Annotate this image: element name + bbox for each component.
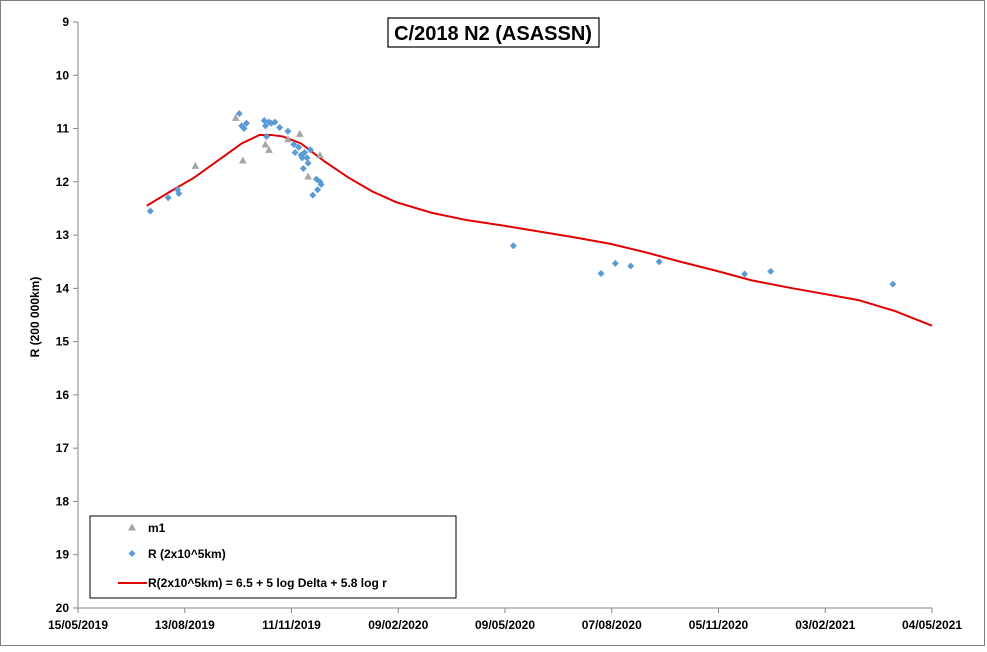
x-tick-label: 05/11/2020 xyxy=(689,618,749,632)
fit-curve-line xyxy=(146,133,933,327)
r-point xyxy=(309,191,317,199)
y-tick-label: 17 xyxy=(56,441,70,455)
x-tick-label: 03/02/2021 xyxy=(795,618,855,632)
x-tick-label: 07/08/2020 xyxy=(582,618,642,632)
r-point xyxy=(509,242,517,250)
r-point xyxy=(295,143,303,151)
legend-r-label: R (2x10^5km) xyxy=(148,547,226,561)
m1-point xyxy=(284,135,292,143)
y-tick-label: 19 xyxy=(56,548,70,562)
y-tick-label: 16 xyxy=(56,388,70,402)
plot-layer: 9 10 11 12 13 14 15 16 17 18 19 20 15/05/2019 13/08/2… xyxy=(48,15,962,632)
y-tick-label: 10 xyxy=(56,68,70,82)
r-point xyxy=(290,141,298,149)
m1-point xyxy=(304,172,312,180)
x-tick-label: 09/05/2020 xyxy=(475,618,535,632)
r-point xyxy=(276,123,284,131)
x-tick-label: 09/02/2020 xyxy=(368,618,428,632)
x-tick-label: 11/11/2019 xyxy=(262,618,321,632)
y-tick-label: 18 xyxy=(56,494,70,508)
legend-fit-label: R(2x10^5km) = 6.5 + 5 log Delta + 5.8 lo… xyxy=(148,576,387,590)
r-point xyxy=(299,165,307,172)
r-point xyxy=(767,267,775,275)
r-point xyxy=(263,133,271,141)
legend-m1-marker-icon xyxy=(128,523,136,531)
y-tick-label: 12 xyxy=(56,175,70,189)
y-tick-label: 11 xyxy=(56,122,69,136)
r-point xyxy=(291,149,299,157)
r-point xyxy=(242,119,250,127)
y-tick-label: 9 xyxy=(62,15,69,29)
y-tick-label: 20 xyxy=(56,601,70,615)
y-axis-title: R (200 000km) xyxy=(28,277,42,358)
chart-title-box: C/2018 N2 (ASASSN) xyxy=(387,17,600,48)
y-tick-label: 13 xyxy=(56,228,70,242)
r-point xyxy=(271,118,279,126)
r-point xyxy=(627,262,635,270)
r-point xyxy=(597,269,605,277)
r-point xyxy=(306,146,314,154)
r-point xyxy=(314,186,322,194)
m1-point xyxy=(316,151,324,159)
m1-point xyxy=(191,161,200,169)
r-point xyxy=(889,280,897,288)
r-point xyxy=(655,258,663,266)
x-tick-label: 15/05/2019 xyxy=(48,618,108,632)
m1-point xyxy=(265,145,273,153)
legend: m1 R (2x10^5km) R(2x10^5km) = 6.5 + 5 lo… xyxy=(89,515,457,599)
r-point xyxy=(304,159,312,167)
r-point xyxy=(303,154,311,162)
r-point xyxy=(235,110,243,118)
r-point xyxy=(240,125,248,133)
legend-m1-label: m1 xyxy=(148,521,166,535)
r-point xyxy=(298,154,306,162)
r-point xyxy=(317,180,325,188)
m1-point xyxy=(296,129,304,137)
r-point xyxy=(284,127,292,135)
chart-title: C/2018 N2 (ASASSN) xyxy=(394,23,592,45)
x-tick-label: 13/08/2019 xyxy=(155,618,215,632)
legend-frame xyxy=(89,515,457,599)
y-tick-label: 15 xyxy=(56,335,70,349)
r-point xyxy=(146,207,154,215)
r-point xyxy=(611,259,619,267)
r-point xyxy=(261,122,269,130)
m1-point xyxy=(231,113,240,121)
legend-r-marker-icon xyxy=(128,550,136,557)
r-point xyxy=(175,190,183,198)
chart-title-frame xyxy=(387,17,600,48)
m1-point xyxy=(239,156,247,164)
r-point xyxy=(164,194,172,202)
r-point xyxy=(301,149,309,157)
m1-point xyxy=(261,140,270,148)
r-point xyxy=(741,270,749,278)
y-tick-label: 14 xyxy=(56,281,70,295)
x-tick-label: 04/05/2021 xyxy=(902,618,962,632)
